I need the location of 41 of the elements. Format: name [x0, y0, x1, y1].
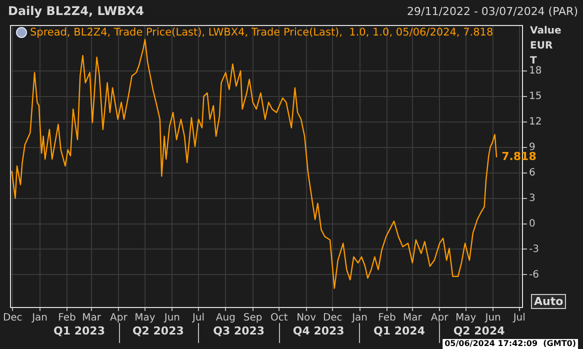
x-tick-label: Mar — [402, 312, 423, 324]
y-tick-label: 0 — [529, 218, 536, 230]
x2-tick-label: Q1 2024 — [374, 324, 426, 338]
y-tick-label: 12 — [529, 116, 542, 128]
x2-tick-label: Q1 2023 — [54, 324, 105, 338]
y-tick-label: 18 — [529, 65, 542, 76]
x-tick-label: Jul — [512, 312, 526, 324]
x-tick-label: Jan — [351, 312, 368, 324]
x2-tick-label: Q4 2023 — [292, 324, 344, 338]
x-tick-label: Jun — [163, 312, 180, 324]
x-tick-label: Mar — [82, 312, 102, 324]
x-tick-label: Apr — [430, 312, 450, 324]
x-tick-label: Jun — [484, 312, 501, 324]
chart-title: Daily BL2Z4, LWBX4 — [8, 4, 144, 18]
auto-button: Auto — [531, 294, 566, 309]
x2-tick-label: Q2 2023 — [132, 324, 184, 338]
y-tick-label: 9 — [529, 142, 536, 153]
x-tick-label: Aug — [216, 312, 236, 324]
y-axis-title: Value EUR T — [530, 26, 562, 67]
x2-tick-label: Q2 2024 — [453, 324, 506, 338]
x-tick-label: May — [456, 312, 476, 324]
y-tick-label: 6 — [529, 167, 536, 178]
x-tick-label: Dec — [322, 312, 342, 324]
x-tick-label: Sep — [243, 312, 262, 324]
x-tick-label: Feb — [58, 312, 76, 324]
text: 05/06/2024 17:42:09 (GMT0) — [444, 339, 576, 348]
x-tick-label: Feb — [378, 312, 396, 324]
y-tick-label: -3 — [529, 244, 539, 255]
x-tick-label: Dec — [2, 312, 22, 324]
y-tick-label: 3 — [529, 192, 536, 204]
x-tick-label: Nov — [296, 312, 316, 324]
x-tick-label: Jan — [31, 312, 48, 324]
chart-subtitle: 29/11/2022 - 03/07/2024 (PAR) — [407, 4, 578, 18]
x-tick-label: Jul — [191, 312, 205, 324]
y-tick-label: 15 — [529, 90, 542, 102]
y-tick-label: -6 — [529, 269, 539, 280]
x-tick-label: May — [134, 312, 156, 324]
x-tick-label: Oct — [270, 312, 288, 324]
x-tick-label: Apr — [110, 312, 128, 324]
text: Spread, BL2Z4, Trade Price(Last), LWBX4, Trade Price(Last), 1.0, 1.0, 05/06/2024, 7.818 — [30, 26, 494, 39]
x2-tick-label: Q3 2023 — [213, 324, 265, 338]
